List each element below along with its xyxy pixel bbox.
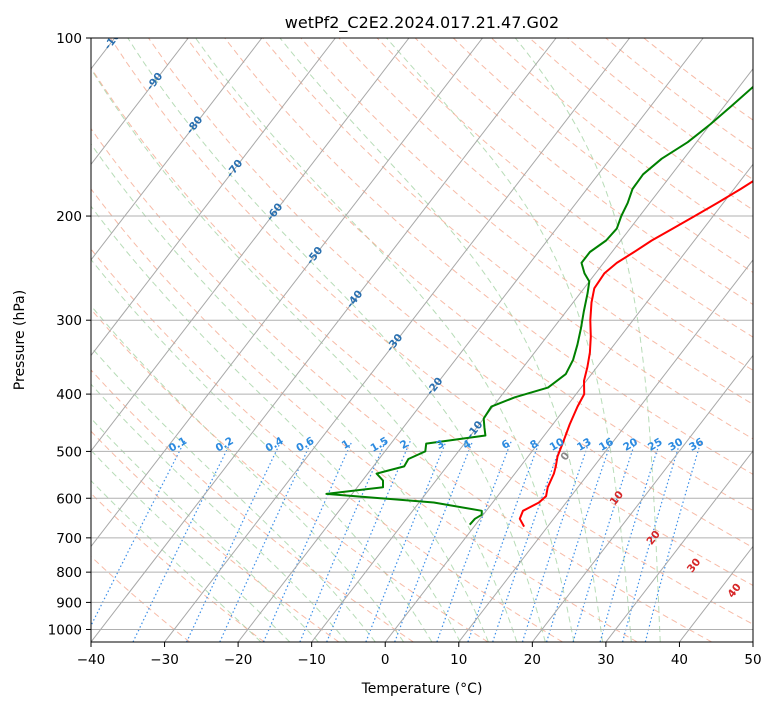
isotherm--50 (91, 38, 483, 548)
mixing-ratio-line (91, 440, 186, 627)
isotherm--10 (311, 68, 753, 642)
series-line-0 (518, 179, 753, 528)
mixing-ratio-line (572, 440, 637, 642)
isotherm-10 (458, 259, 753, 642)
series-line-1 (325, 85, 753, 526)
moist-adiabats (91, 38, 661, 642)
x-tick-label: 20 (524, 652, 541, 668)
isotherm--30 (164, 38, 631, 642)
x-tick-label: −30 (150, 652, 179, 668)
series-lines (325, 85, 753, 528)
moist-adiabat (127, 38, 546, 642)
mixing-ratio-line (521, 440, 591, 642)
y-tick-label: 1000 (48, 622, 82, 638)
x-axis: −40 −30 −20 −10 0 10 20 30 40 50 (77, 642, 762, 668)
isotherm-grid (91, 38, 753, 642)
y-tick-label: 900 (56, 595, 82, 611)
isotherm--70 (91, 38, 336, 357)
moist-adiabat (91, 449, 291, 642)
x-tick-label: −20 (224, 652, 253, 668)
moist-adiabat (91, 143, 489, 642)
y-tick-label: 400 (56, 387, 82, 403)
moist-adiabat (91, 258, 433, 642)
moist-adiabat (386, 38, 632, 642)
dry-adiabats (91, 38, 753, 642)
isotherm--80 (91, 38, 263, 261)
dry-adiabat (91, 248, 563, 642)
y-tick-label: 700 (56, 531, 82, 547)
y-tick-label: 300 (56, 313, 82, 329)
dry-adiabat (414, 38, 753, 306)
x-tick-label: 30 (597, 652, 614, 668)
y-tick-label: 500 (56, 444, 82, 460)
dry-adiabat (91, 430, 340, 642)
plot-frame (90, 37, 754, 643)
x-tick-label: 0 (381, 652, 390, 668)
isotherm--90 (91, 38, 189, 166)
moist-adiabat (91, 305, 405, 642)
mixing-ratio-line (599, 440, 661, 642)
dry-adiabat (91, 188, 638, 642)
mixing-ratio-line (436, 440, 512, 642)
mixing-ratio-line (467, 440, 541, 642)
y-axis-label: Pressure (hPa) (12, 290, 28, 390)
mixing-ratio-line (219, 440, 313, 642)
y-tick-label: 100 (56, 31, 82, 47)
moist-adiabat (91, 479, 262, 642)
moist-adiabat (91, 67, 518, 642)
x-tick-label: 40 (671, 652, 688, 668)
chart-title: wetPf2_C2E2.2024.017.21.47.G02 (285, 13, 559, 33)
isotherm--40 (91, 38, 557, 642)
dry-adiabat (338, 38, 753, 371)
x-tick-label: 10 (450, 652, 467, 668)
dry-adiabat (376, 38, 753, 338)
plot-area: 0.1 0.2 0.4 0.6 1 1.5 2 3 4 6 8 10 13 16 20 25 30 36-100-… (91, 38, 753, 642)
y-axis: 100 200 300 400 500 600 700 800 900 1000 (48, 31, 91, 638)
x-tick-label: 50 (744, 652, 761, 668)
mixing-ratio-line (262, 440, 353, 642)
moist-adiabat (91, 417, 319, 642)
dry-adiabat (91, 67, 753, 625)
dry-adiabat (91, 555, 191, 642)
isotherm-30 (605, 450, 753, 642)
y-tick-label: 600 (56, 491, 82, 507)
mixing-ratio-line (622, 440, 682, 642)
y-tick-label: 800 (56, 565, 82, 581)
mixing-ratio-lines (91, 440, 702, 642)
dry-adiabat (186, 38, 753, 512)
mixing-ratio-line (132, 440, 232, 642)
mixing-ratio-line (546, 440, 613, 642)
isotherm-0 (384, 163, 753, 642)
mixing-ratio-line (299, 440, 387, 642)
moist-adiabat (195, 38, 575, 642)
moist-adiabat (279, 38, 604, 642)
moist-adiabat (91, 346, 376, 642)
dry-adiabat (91, 308, 489, 642)
isotherm--20 (237, 38, 704, 642)
mixing-ratio-line (644, 440, 702, 642)
dry-adiabat (91, 127, 713, 642)
x-tick-label: −10 (297, 652, 326, 668)
isotherm--60 (91, 38, 410, 452)
x-axis-label: Temperature (°C) (361, 681, 483, 697)
x-tick-label: −40 (77, 652, 106, 668)
isotherm-20 (531, 354, 753, 642)
y-tick-label: 200 (56, 209, 82, 225)
dry-adiabat (109, 38, 753, 587)
moist-adiabat (514, 38, 661, 642)
